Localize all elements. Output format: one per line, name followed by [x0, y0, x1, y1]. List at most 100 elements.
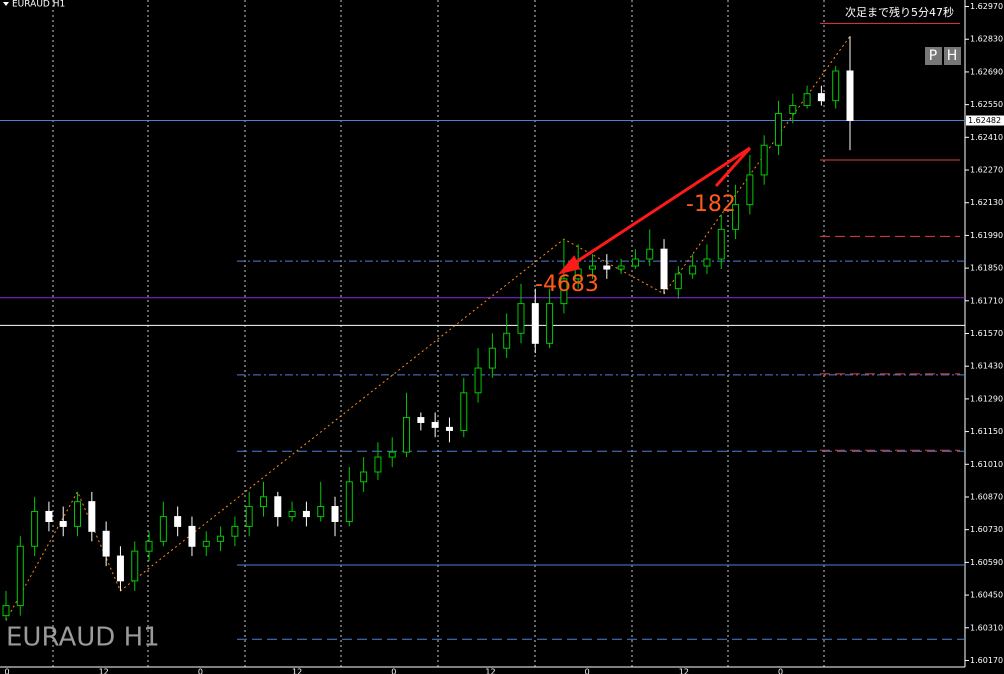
y-tick-label: 1.60590 — [970, 558, 1003, 567]
candle-body — [331, 506, 339, 523]
candle-body — [531, 303, 539, 344]
arrow-head — [557, 255, 581, 275]
candle-body — [288, 510, 296, 518]
y-tick-label: 1.61570 — [970, 329, 1003, 338]
candle-body — [460, 392, 468, 431]
candle-body — [646, 248, 654, 260]
trade-arrows — [557, 146, 752, 275]
vertical-grid — [52, 0, 825, 667]
candles — [2, 36, 854, 621]
candle-body — [617, 265, 625, 270]
y-tick-label: 1.60450 — [970, 591, 1003, 600]
y-tick-label: 1.61990 — [970, 231, 1003, 240]
x-tick-label: 12 — [679, 668, 689, 674]
y-tick-label: 1.60310 — [970, 623, 1003, 632]
candle-body — [388, 451, 396, 458]
y-tick-label: 1.60170 — [970, 656, 1003, 665]
candle-body — [188, 525, 196, 547]
candle-body — [102, 530, 110, 557]
candle-body — [789, 105, 797, 115]
y-tick-label: 1.61010 — [970, 460, 1003, 469]
candle-body — [2, 605, 10, 617]
levels — [0, 22, 965, 640]
candle-body — [774, 113, 782, 146]
candle-body — [231, 525, 239, 537]
candle-body — [674, 273, 682, 290]
candle-body — [703, 258, 711, 267]
x-tick-label: 0 — [585, 668, 590, 674]
trade-label: -182 — [686, 192, 736, 217]
candle-body — [445, 426, 453, 431]
candle-body — [474, 367, 482, 394]
candle-body — [31, 510, 39, 547]
button[interactable]: P — [929, 48, 937, 64]
y-tick-label: 1.62550 — [970, 100, 1003, 109]
candle-body — [488, 347, 496, 369]
x-tick-label: 0 — [778, 668, 783, 674]
candle-body — [589, 265, 597, 270]
bid-label: 1.62482 — [968, 116, 1001, 125]
candle-body — [689, 265, 697, 275]
y-tick-label: 1.62410 — [970, 133, 1003, 142]
candle-body — [74, 501, 82, 527]
candle-body — [16, 545, 24, 607]
candle-body — [431, 421, 439, 428]
trade-arrow — [714, 146, 752, 188]
x-tick-label: 12 — [485, 668, 495, 674]
countdown: 次足まで残り5分47秒 — [845, 5, 954, 19]
trade-arrow — [569, 146, 751, 268]
y-tick-label: 1.62830 — [970, 35, 1003, 44]
x-tick-label: 0 — [198, 668, 203, 674]
candle-body — [116, 555, 124, 582]
candle-body — [832, 70, 840, 102]
candle-body — [259, 496, 267, 508]
x-tick-label: 12 — [292, 668, 302, 674]
y-tick-label: 1.61710 — [970, 296, 1003, 305]
y-tick-label: 1.61150 — [970, 427, 1003, 436]
candle-body — [603, 265, 611, 270]
candle-body — [131, 550, 139, 582]
candle-body — [374, 456, 382, 473]
candle-body — [59, 521, 67, 527]
candle-body — [202, 540, 210, 547]
y-tick-label: 1.61430 — [970, 362, 1003, 371]
button-bg[interactable] — [925, 47, 942, 65]
candle-body — [302, 510, 310, 518]
y-tick-label: 1.62270 — [970, 166, 1003, 175]
trade-label: -4683 — [535, 272, 599, 297]
candle-body — [546, 303, 554, 344]
candle-body — [660, 248, 668, 290]
candle-body — [503, 332, 511, 349]
candle-body — [88, 501, 96, 532]
candle-body — [417, 417, 425, 423]
candle-body — [317, 506, 325, 518]
candle-body — [403, 417, 411, 453]
y-tick-label: 1.61850 — [970, 264, 1003, 273]
candle-body — [803, 93, 811, 107]
candle-body — [746, 174, 754, 206]
candle-body — [345, 481, 353, 523]
candle-body — [145, 540, 153, 552]
candle-body — [517, 303, 525, 334]
bid-box — [966, 115, 1004, 126]
y-tick-label: 1.60870 — [970, 492, 1003, 501]
y-tick-label: 1.60730 — [970, 525, 1003, 534]
y-tick-label: 1.62130 — [970, 198, 1003, 207]
candle-body — [846, 70, 854, 122]
candle-body — [159, 516, 167, 542]
candle-body — [45, 510, 53, 523]
candle-body — [717, 228, 725, 260]
x-tick-label: 12 — [99, 668, 109, 674]
button[interactable]: H — [947, 48, 958, 64]
x-tick-label: 0 — [391, 668, 396, 674]
symbol-label: EURAUD H1 — [12, 0, 65, 10]
menu-triangle[interactable] — [3, 2, 9, 6]
y-tick-label: 1.62690 — [970, 67, 1003, 76]
candle-body — [817, 93, 825, 102]
candle-body — [732, 204, 740, 230]
button-bg[interactable] — [944, 47, 961, 65]
watermark: EURAUD H1 — [6, 623, 160, 653]
